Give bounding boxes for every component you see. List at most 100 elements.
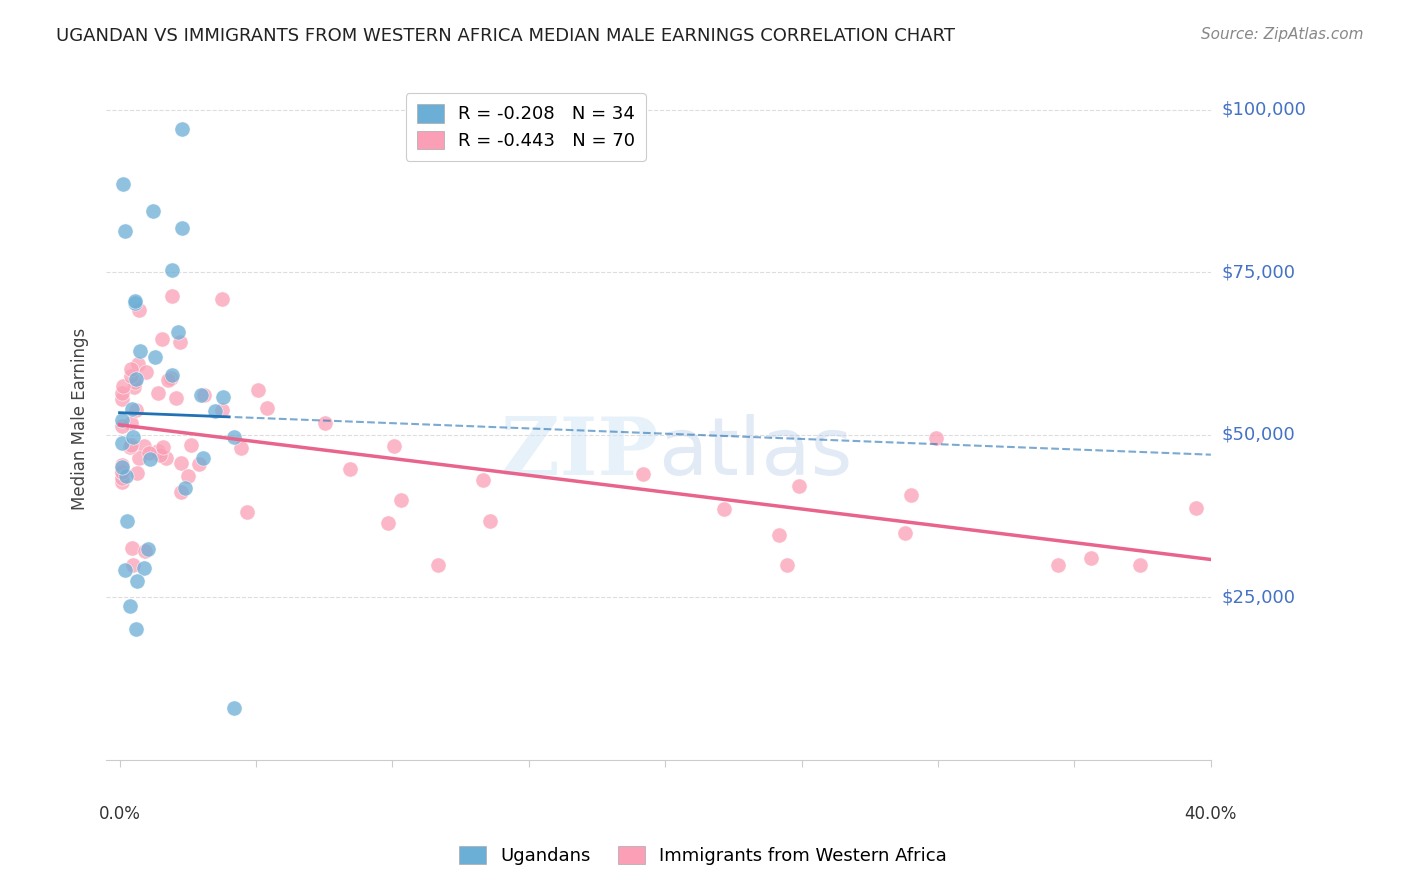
Text: atlas: atlas (658, 414, 853, 491)
Point (479, 514, 502, 528)
Point (118, 599, 141, 613)
Point (125, 622, 148, 636)
Point (114, 224, 136, 238)
Point (389, 493, 412, 508)
Point (188, 457, 211, 471)
Point (114, 563, 136, 577)
Point (155, 451, 177, 466)
Point (121, 541, 143, 556)
Text: UGANDAN VS IMMIGRANTS FROM WESTERN AFRICA MEDIAN MALE EARNINGS CORRELATION CHART: UGANDAN VS IMMIGRANTS FROM WESTERN AFRIC… (56, 27, 955, 45)
Point (146, 444, 169, 458)
Point (382, 439, 405, 453)
Point (160, 262, 183, 277)
Point (174, 481, 197, 495)
Point (631, 467, 654, 482)
Point (136, 542, 159, 557)
Point (211, 293, 233, 307)
Point (111, 460, 134, 475)
Point (135, 365, 157, 379)
Point (172, 221, 194, 235)
Point (146, 386, 169, 401)
Text: $25,000: $25,000 (1222, 588, 1296, 607)
Point (142, 203, 165, 218)
Point (111, 465, 134, 479)
Point (134, 439, 156, 453)
Point (1046, 558, 1069, 572)
Point (1129, 558, 1152, 572)
Point (224, 430, 246, 444)
Point (339, 462, 361, 476)
Point (149, 448, 172, 462)
Point (925, 432, 948, 446)
Text: 0.0%: 0.0% (98, 805, 141, 823)
Point (177, 469, 200, 483)
Point (204, 403, 226, 417)
Point (160, 289, 183, 303)
Point (150, 332, 173, 346)
Point (111, 458, 134, 472)
Text: $50,000: $50,000 (1222, 425, 1296, 444)
Point (159, 370, 181, 384)
Point (160, 368, 183, 382)
Point (121, 558, 143, 572)
Point (190, 388, 212, 402)
Point (157, 373, 180, 387)
Point (787, 479, 810, 493)
Point (120, 438, 142, 452)
Point (111, 475, 134, 490)
Point (115, 514, 138, 528)
Point (427, 558, 450, 572)
Text: Source: ZipAtlas.com: Source: ZipAtlas.com (1201, 27, 1364, 42)
Point (138, 446, 160, 460)
Point (127, 357, 149, 371)
Point (170, 485, 193, 500)
Point (231, 442, 253, 456)
Point (111, 378, 134, 392)
Point (172, 122, 194, 136)
Point (124, 293, 146, 308)
Point (111, 436, 134, 450)
Point (377, 516, 399, 531)
Point (111, 385, 134, 400)
Point (224, 700, 246, 714)
Point (165, 391, 187, 405)
Point (120, 416, 142, 430)
Point (1185, 500, 1208, 515)
Point (246, 384, 269, 398)
Point (180, 437, 202, 451)
Point (256, 401, 278, 416)
Point (128, 343, 150, 358)
Text: $75,000: $75,000 (1222, 263, 1296, 281)
Point (120, 368, 142, 383)
Point (118, 440, 141, 454)
Point (139, 452, 162, 467)
Point (124, 403, 146, 417)
Point (134, 561, 156, 575)
Point (125, 466, 148, 480)
Point (111, 177, 134, 191)
Y-axis label: Median Male Earnings: Median Male Earnings (72, 327, 89, 509)
Legend: Ugandans, Immigrants from Western Africa: Ugandans, Immigrants from Western Africa (450, 837, 956, 874)
Point (125, 574, 148, 589)
Point (128, 450, 150, 465)
Point (193, 388, 215, 402)
Point (713, 501, 735, 516)
Point (111, 418, 134, 433)
Point (121, 402, 143, 417)
Point (314, 417, 336, 431)
Point (211, 403, 233, 417)
Point (768, 528, 790, 542)
Point (125, 372, 148, 386)
Point (134, 544, 156, 558)
Point (143, 350, 166, 364)
Point (191, 450, 214, 465)
Point (900, 488, 922, 502)
Text: ZIP: ZIP (502, 414, 658, 491)
Point (111, 413, 134, 427)
Point (776, 558, 799, 572)
Point (236, 506, 259, 520)
Point (894, 525, 917, 540)
Point (124, 296, 146, 310)
Point (111, 470, 134, 484)
Point (128, 303, 150, 318)
